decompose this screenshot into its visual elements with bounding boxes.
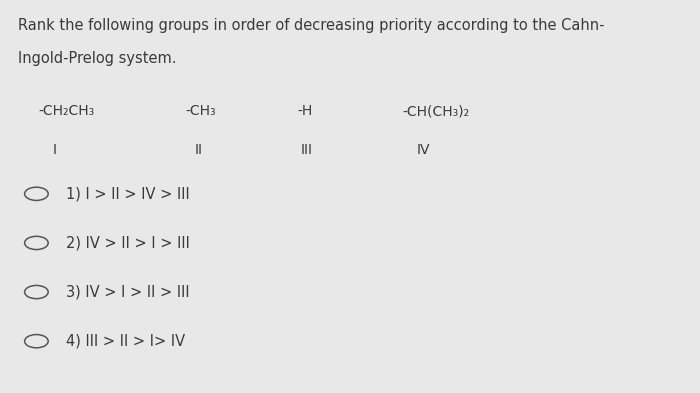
Text: I: I: [52, 143, 57, 158]
Text: 3) IV > I > II > III: 3) IV > I > II > III: [66, 285, 190, 299]
Text: Ingold-Prelog system.: Ingold-Prelog system.: [18, 51, 176, 66]
Text: -H: -H: [298, 104, 313, 118]
Text: III: III: [301, 143, 313, 158]
Text: 2) IV > II > I > III: 2) IV > II > I > III: [66, 235, 190, 250]
Text: -CH(CH₃)₂: -CH(CH₃)₂: [402, 104, 470, 118]
Text: II: II: [195, 143, 202, 158]
Text: Rank the following groups in order of decreasing priority according to the Cahn-: Rank the following groups in order of de…: [18, 18, 604, 33]
Text: 4) III > II > I> IV: 4) III > II > I> IV: [66, 334, 186, 349]
Text: -CH₂CH₃: -CH₂CH₃: [38, 104, 95, 118]
Text: IV: IV: [416, 143, 430, 158]
Text: 1) I > II > IV > III: 1) I > II > IV > III: [66, 186, 190, 201]
Text: -CH₃: -CH₃: [186, 104, 216, 118]
